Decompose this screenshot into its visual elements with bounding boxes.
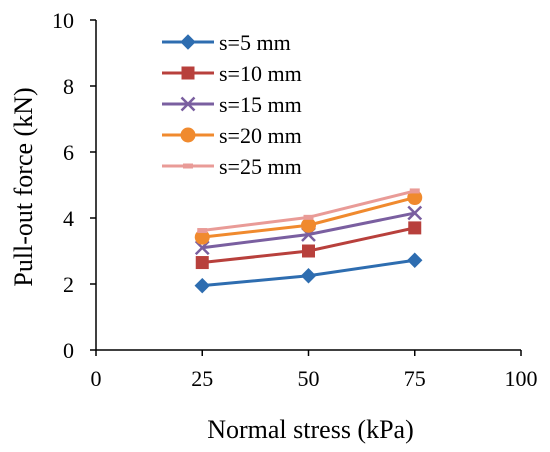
y-tick-label: 8 bbox=[63, 74, 74, 99]
data-point bbox=[300, 268, 317, 284]
legend-marker bbox=[180, 34, 196, 50]
legend-marker bbox=[180, 127, 196, 143]
data-point bbox=[301, 217, 316, 233]
legend-label: s=20 mm bbox=[219, 123, 302, 148]
series-1 bbox=[194, 252, 423, 294]
x-tick-label: 25 bbox=[191, 366, 213, 391]
legend-entry: s=15 mm bbox=[162, 92, 302, 117]
legend-marker bbox=[180, 96, 196, 112]
data-point bbox=[408, 221, 422, 235]
series-5 bbox=[197, 188, 420, 234]
legend-entry: s=5 mm bbox=[162, 30, 291, 55]
legend-marker bbox=[183, 163, 193, 169]
data-point bbox=[407, 252, 423, 268]
data-point bbox=[195, 256, 209, 270]
series-2 bbox=[195, 221, 422, 270]
legend-label: s=15 mm bbox=[219, 92, 302, 117]
y-axis-title: Pull-out force (kN) bbox=[9, 87, 38, 286]
y-tick-label: 2 bbox=[63, 272, 74, 297]
y-tick-label: 6 bbox=[63, 140, 74, 165]
tick-labels: 0 25 50 75 100 0 2 4 6 8 10 bbox=[52, 8, 538, 391]
legend: s=5 mm s=10 mm s=15 mm s=20 mm s=25 mm bbox=[162, 30, 302, 179]
legend-label: s=5 mm bbox=[219, 30, 291, 55]
x-tick-label: 100 bbox=[505, 366, 538, 391]
data-point bbox=[194, 277, 210, 294]
tick-marks bbox=[90, 19, 522, 356]
y-tick-label: 0 bbox=[63, 338, 74, 363]
legend-entry: s=25 mm bbox=[162, 154, 302, 179]
legend-entry: s=10 mm bbox=[162, 61, 302, 86]
axes bbox=[95, 20, 521, 351]
data-point bbox=[407, 190, 423, 206]
x-tick-label: 75 bbox=[404, 366, 426, 391]
y-tick-label: 4 bbox=[63, 206, 74, 231]
data-series bbox=[194, 188, 423, 294]
series-4 bbox=[194, 190, 423, 245]
data-point bbox=[194, 229, 210, 245]
data-point bbox=[302, 244, 315, 258]
series-3 bbox=[194, 205, 423, 256]
legend-label: s=25 mm bbox=[219, 154, 302, 179]
data-point bbox=[303, 214, 314, 220]
data-point bbox=[197, 228, 208, 234]
data-point bbox=[194, 240, 210, 256]
data-point bbox=[407, 205, 423, 221]
legend-marker bbox=[181, 66, 195, 80]
data-point bbox=[409, 188, 420, 194]
x-tick-label: 0 bbox=[91, 366, 102, 391]
legend-entry: s=20 mm bbox=[162, 123, 302, 148]
legend-label: s=10 mm bbox=[219, 61, 302, 86]
x-tick-label: 50 bbox=[298, 366, 320, 391]
y-tick-label: 10 bbox=[52, 8, 74, 33]
x-axis-title: Normal stress (kPa) bbox=[207, 415, 414, 444]
